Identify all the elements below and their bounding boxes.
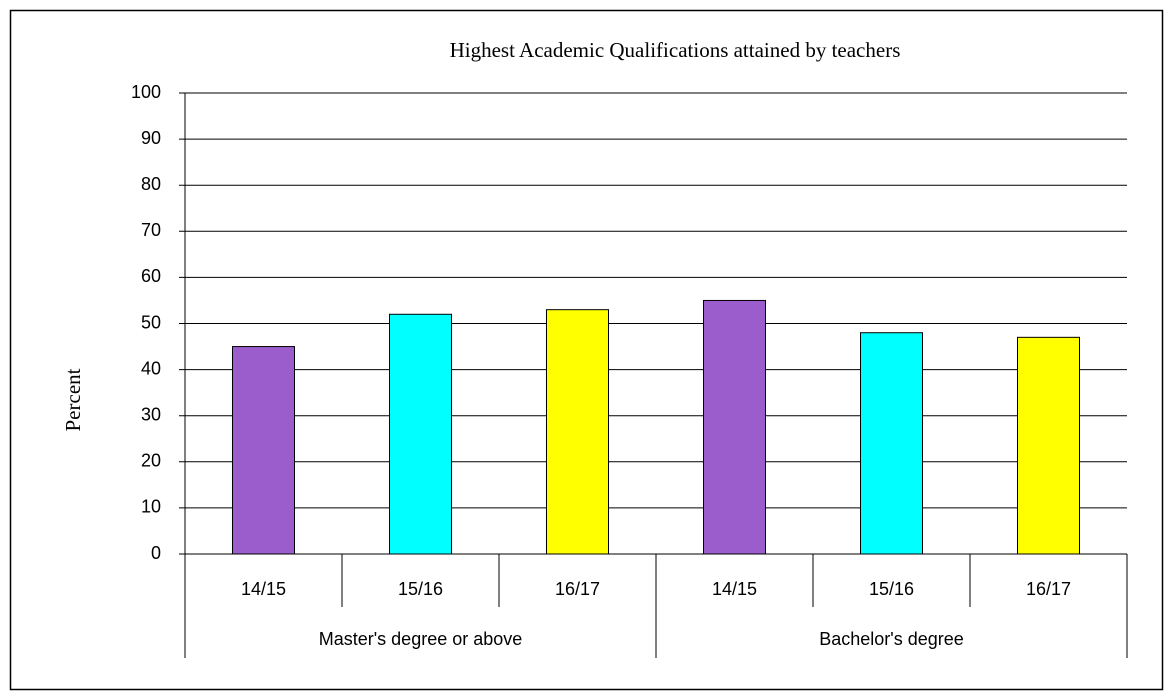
x-tick-label: 16/17 <box>1026 579 1071 599</box>
group-label: Bachelor's degree <box>819 629 964 649</box>
x-tick-label: 15/16 <box>398 579 443 599</box>
group-label: Master's degree or above <box>319 629 523 649</box>
x-tick-label: 14/15 <box>241 579 286 599</box>
x-tick-label: 16/17 <box>555 579 600 599</box>
y-tick-label: 60 <box>141 266 161 286</box>
y-tick-label: 90 <box>141 128 161 148</box>
y-tick-label: 40 <box>141 358 161 378</box>
x-tick-label: 14/15 <box>712 579 757 599</box>
y-tick-label: 30 <box>141 404 161 424</box>
bar <box>546 309 609 555</box>
y-tick-label: 100 <box>131 82 161 102</box>
x-tick-label: 15/16 <box>869 579 914 599</box>
y-tick-label: 70 <box>141 220 161 240</box>
bar <box>703 299 766 555</box>
y-tick-label: 0 <box>151 543 161 563</box>
bar <box>860 332 923 555</box>
y-axis-label: Percent <box>61 368 85 431</box>
bar <box>389 313 452 555</box>
bar <box>1017 336 1080 555</box>
bar <box>232 346 295 555</box>
y-tick-label: 50 <box>141 312 161 332</box>
y-tick-label: 80 <box>141 174 161 194</box>
chart-title: Highest Academic Qualifications attained… <box>450 38 901 62</box>
y-tick-label: 20 <box>141 451 161 471</box>
y-tick-label: 10 <box>141 497 161 517</box>
